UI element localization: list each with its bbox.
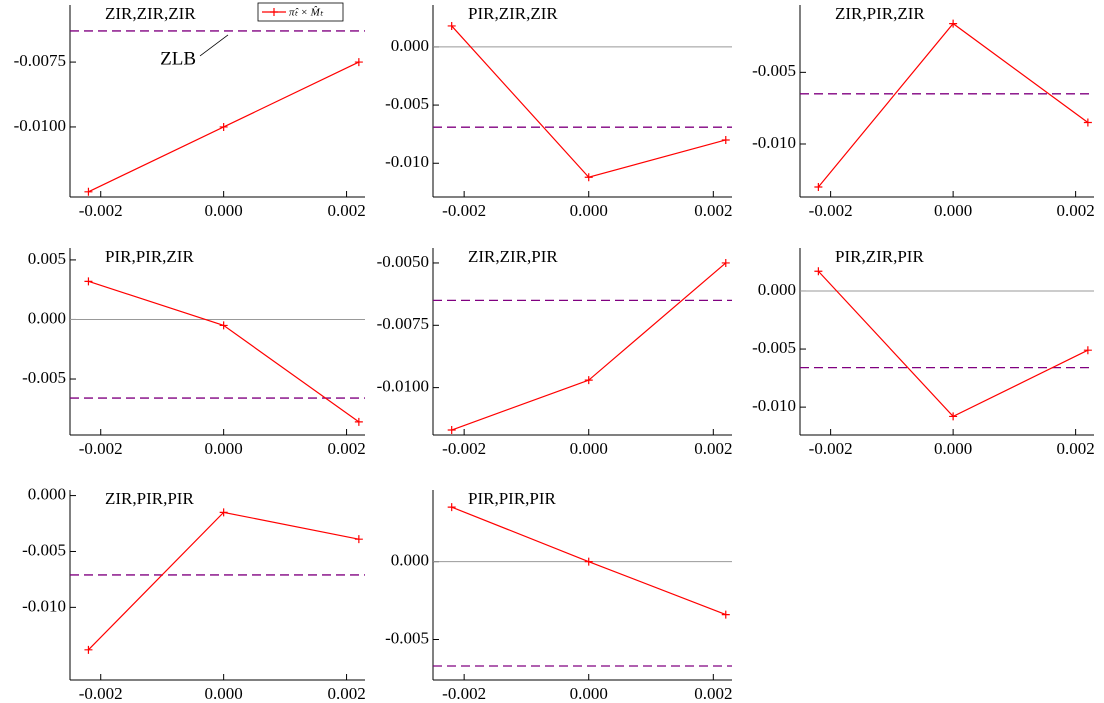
- marker: [949, 412, 958, 421]
- x-tick-label: -0.002: [79, 201, 123, 220]
- y-tick-label: 0.000: [758, 280, 796, 299]
- panel-title: PIR,ZIR,ZIR: [468, 4, 558, 23]
- x-tick-label: 0.000: [570, 439, 608, 458]
- x-tick-label: -0.002: [79, 684, 123, 703]
- panel-title: ZIR,ZIR,ZIR: [105, 4, 196, 23]
- x-tick-label: 0.000: [934, 201, 972, 220]
- series-line: [88, 280, 360, 423]
- x-tick-label: 0.002: [1057, 201, 1095, 220]
- y-tick-label: -0.005: [385, 94, 429, 113]
- marker: [447, 426, 456, 435]
- marker: [721, 258, 730, 267]
- series-line: [451, 262, 727, 431]
- x-tick-label: -0.002: [809, 439, 853, 458]
- series-line: [817, 270, 1089, 418]
- legend-box: [257, 2, 344, 22]
- panel-title: PIR,PIR,ZIR: [105, 247, 194, 266]
- y-tick-label: -0.0050: [377, 252, 429, 271]
- marker: [721, 610, 730, 619]
- marker: [721, 135, 730, 144]
- x-tick-label: 0.002: [327, 439, 365, 458]
- x-tick-label: -0.002: [809, 201, 853, 220]
- marker: [84, 277, 93, 286]
- y-tick-label: -0.005: [22, 368, 66, 387]
- marker: [584, 173, 593, 182]
- x-tick-label: 0.000: [570, 684, 608, 703]
- x-tick-label: 0.000: [205, 201, 243, 220]
- x-tick-label: -0.002: [442, 439, 486, 458]
- series-line: [451, 25, 726, 178]
- x-tick-label: -0.002: [442, 684, 486, 703]
- x-tick-label: 0.002: [694, 684, 732, 703]
- x-tick-label: 0.002: [694, 201, 732, 220]
- panel-title: ZIR,ZIR,PIR: [468, 247, 558, 266]
- x-tick-label: 0.000: [570, 201, 608, 220]
- annotation-pointer: [199, 34, 229, 57]
- y-tick-label: -0.0100: [377, 377, 429, 396]
- y-tick-label: -0.005: [752, 338, 796, 357]
- y-tick-label: 0.000: [391, 551, 429, 570]
- x-tick-label: 0.002: [327, 684, 365, 703]
- x-tick-label: 0.000: [205, 684, 243, 703]
- marker: [219, 122, 228, 131]
- y-tick-label: -0.010: [752, 396, 796, 415]
- y-tick-label: 0.000: [28, 308, 66, 327]
- y-tick-label: 0.005: [28, 249, 66, 268]
- panel-title: ZIR,PIR,PIR: [105, 489, 194, 508]
- marker: [447, 503, 456, 512]
- marker: [84, 187, 93, 196]
- marker: [354, 535, 363, 544]
- y-tick-label: -0.005: [752, 61, 796, 80]
- x-tick-label: -0.002: [79, 439, 123, 458]
- x-tick-label: 0.002: [694, 439, 732, 458]
- series-line: [88, 511, 359, 651]
- y-tick-label: -0.005: [385, 628, 429, 647]
- x-tick-label: 0.002: [327, 201, 365, 220]
- y-tick-label: -0.0100: [14, 116, 66, 135]
- annotation: ZLB: [160, 48, 196, 69]
- panel-title: PIR,ZIR,PIR: [835, 247, 924, 266]
- x-tick-label: 0.000: [934, 439, 972, 458]
- panel-title: ZIR,PIR,ZIR: [835, 4, 925, 23]
- marker: [814, 182, 823, 191]
- marker: [354, 417, 363, 426]
- marker: [1083, 346, 1092, 355]
- marker: [584, 376, 593, 385]
- y-tick-label: -0.010: [22, 596, 66, 615]
- marker: [219, 508, 228, 517]
- y-tick-label: 0.000: [28, 484, 66, 503]
- panel-title: PIR,PIR,PIR: [468, 489, 557, 508]
- marker: [814, 267, 823, 276]
- marker: [1083, 118, 1092, 127]
- legend-marker: [270, 8, 278, 16]
- marker: [584, 557, 593, 566]
- y-tick-label: 0.000: [391, 36, 429, 55]
- x-tick-label: -0.002: [442, 201, 486, 220]
- y-tick-label: -0.0075: [14, 51, 66, 70]
- marker: [949, 19, 958, 28]
- y-tick-label: -0.010: [752, 133, 796, 152]
- marker: [354, 58, 363, 67]
- x-tick-label: 0.000: [205, 439, 243, 458]
- y-tick-label: -0.005: [22, 540, 66, 559]
- y-tick-label: -0.0075: [377, 314, 429, 333]
- legend-label: π̂ₜ × M̂ₜ: [289, 6, 324, 19]
- marker: [84, 645, 93, 654]
- y-tick-label: -0.010: [385, 152, 429, 171]
- series-line: [817, 22, 1089, 188]
- x-tick-label: 0.002: [1057, 439, 1095, 458]
- marker: [447, 21, 456, 30]
- marker: [219, 321, 228, 330]
